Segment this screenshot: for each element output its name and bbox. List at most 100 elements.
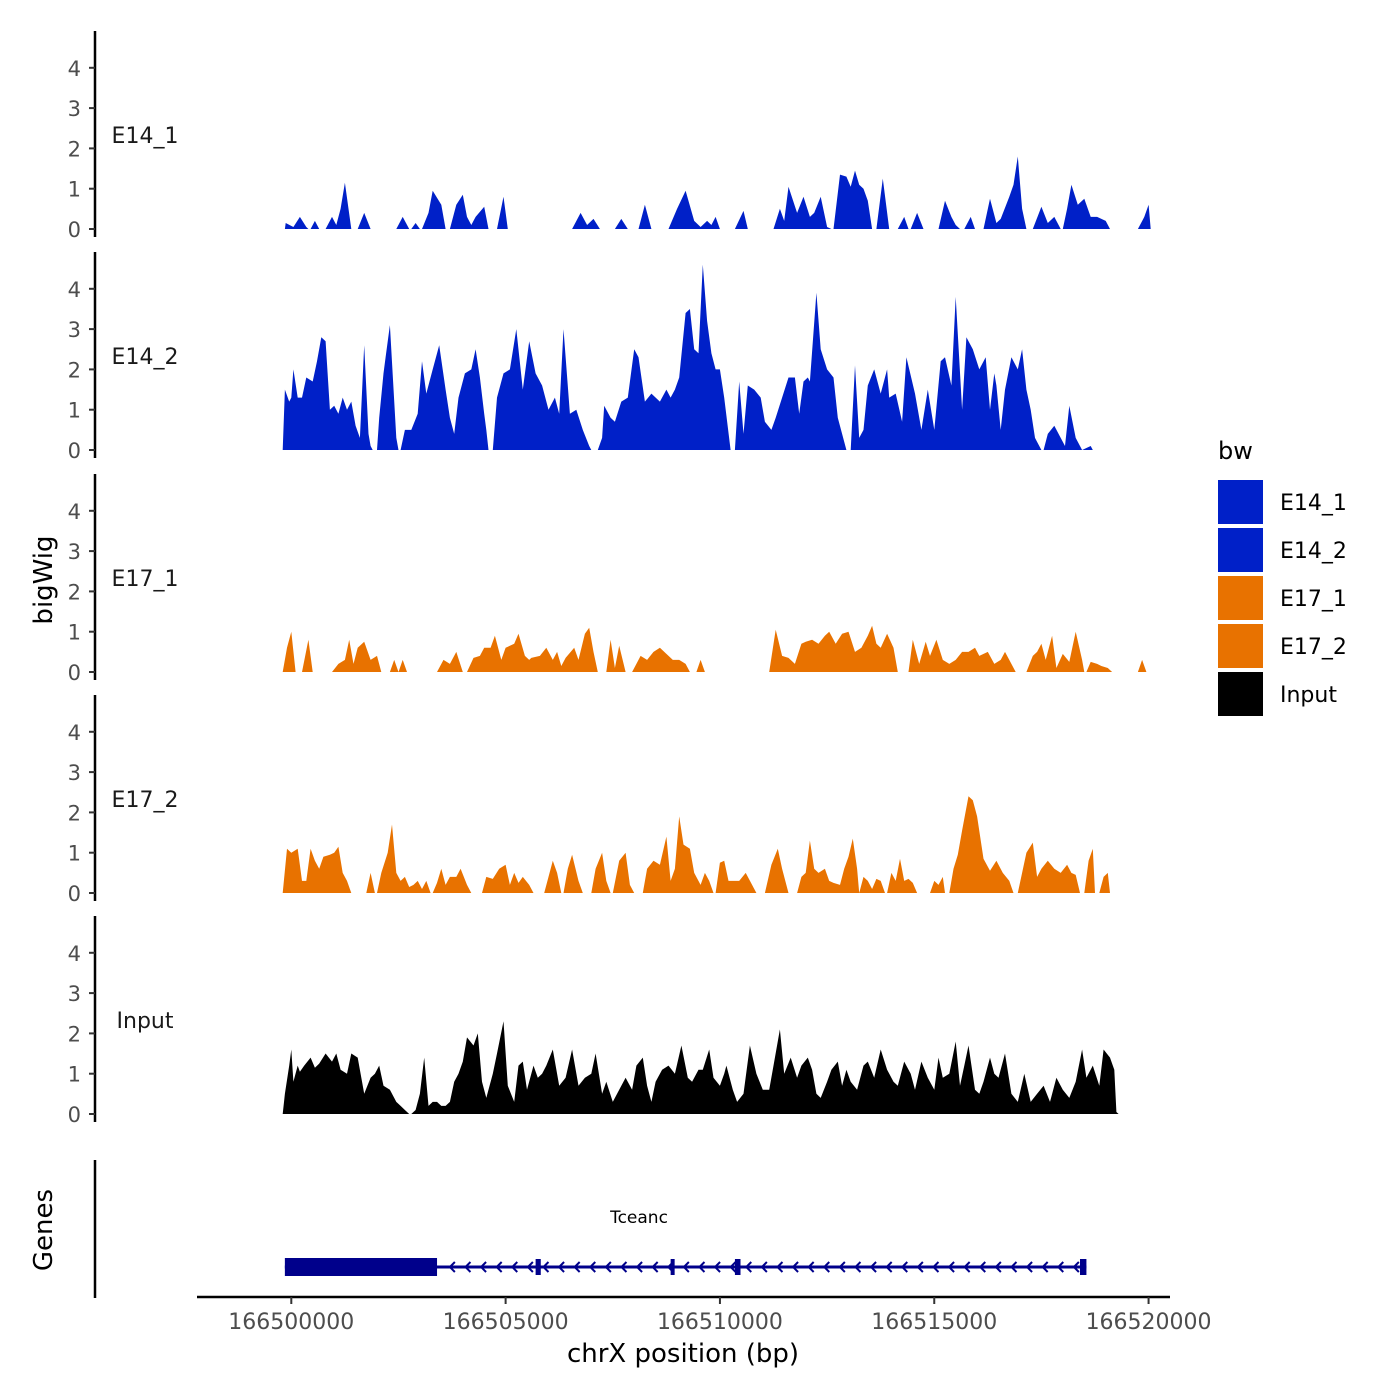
- gene-exon: [670, 1259, 675, 1275]
- strand-arrow: [542, 1261, 550, 1273]
- strand-arrow: [588, 1261, 596, 1273]
- y-tick-label: 3: [68, 318, 81, 342]
- strand-arrow: [854, 1261, 862, 1273]
- strand-arrow: [947, 1261, 955, 1273]
- y-tick-label: 0: [68, 218, 81, 242]
- x-tick-label: 166515000: [871, 1310, 997, 1335]
- strand-arrow: [479, 1261, 487, 1273]
- legend-swatch-E17_2: [1218, 624, 1263, 668]
- strand-arrow: [916, 1261, 924, 1273]
- x-axis-title: chrX position (bp): [567, 1339, 799, 1369]
- y-tick-label: 0: [68, 661, 81, 685]
- strand-arrow: [994, 1261, 1002, 1273]
- track-E17_1: 0 1 2 3 4 E17_1: [68, 474, 1147, 685]
- gene-exon: [284, 1258, 438, 1276]
- y-tick-label: 4: [68, 500, 81, 524]
- y-tick-label: 1: [68, 178, 81, 202]
- x-axis: 166500000 166505000 166510000 166515000 1665…: [197, 1295, 1212, 1335]
- legend-label-E17_2: E17_2: [1280, 635, 1347, 660]
- track-label-E17_1: E17_1: [112, 567, 179, 592]
- gene-exon: [734, 1259, 741, 1275]
- strand-arrow: [729, 1261, 737, 1273]
- track-Input: 0 1 2 3 4 Input: [68, 916, 1119, 1127]
- track-label-Input: Input: [117, 1009, 174, 1034]
- legend-swatch-Input: [1218, 672, 1263, 716]
- track-area-E17_2: [282, 796, 1110, 893]
- y-tick-label: 3: [68, 540, 81, 564]
- strand-arrow: [526, 1261, 534, 1273]
- y-tick-label: 4: [68, 278, 81, 302]
- gene-track-title: Genes: [29, 1189, 59, 1271]
- strand-arrow: [464, 1261, 472, 1273]
- track-E14_1: 0 1 2 3 4 E14_1: [68, 31, 1151, 242]
- strand-arrow: [760, 1261, 768, 1273]
- legend-swatch-E14_1: [1218, 480, 1263, 524]
- track-label-E17_2: E17_2: [112, 788, 179, 813]
- track-area-E17_1: [282, 625, 1147, 672]
- strand-arrow: [557, 1261, 565, 1273]
- strand-arrow: [1010, 1261, 1018, 1273]
- strand-arrow: [573, 1261, 581, 1273]
- track-E17_2: 0 1 2 3 4 E17_2: [68, 695, 1110, 906]
- strand-arrow: [807, 1261, 815, 1273]
- x-tick-label: 166505000: [443, 1310, 569, 1335]
- strand-arrow: [635, 1261, 643, 1273]
- y-tick-label: 2: [68, 580, 81, 604]
- strand-arrow: [791, 1261, 799, 1273]
- legend: bw E14_1 E14_2 E17_1 E17_2 Input: [1218, 437, 1347, 716]
- legend-title: bw: [1218, 437, 1253, 465]
- y-tick-label: 2: [68, 358, 81, 382]
- strand-arrow: [604, 1261, 612, 1273]
- strand-arrow: [963, 1261, 971, 1273]
- y-tick-label: 1: [68, 842, 81, 866]
- strand-arrow: [978, 1261, 986, 1273]
- y-tick-label: 1: [68, 399, 81, 423]
- y-tick-label: 4: [68, 721, 81, 745]
- gene-track: Tceanc: [93, 1160, 1087, 1298]
- strand-arrow: [885, 1261, 893, 1273]
- legend-swatch-E14_2: [1218, 528, 1263, 572]
- strand-arrow: [776, 1261, 784, 1273]
- x-tick-label: 166500000: [228, 1310, 354, 1335]
- strand-arrow: [682, 1261, 690, 1273]
- y-tick-label: 0: [68, 882, 81, 906]
- track-area-E14_2: [282, 264, 1093, 450]
- strand-arrow: [620, 1261, 628, 1273]
- y-tick-label: 1: [68, 621, 81, 645]
- gene-name-label: Tceanc: [609, 1208, 668, 1228]
- legend-label-E14_2: E14_2: [1280, 539, 1347, 564]
- legend-label-E14_1: E14_1: [1280, 491, 1347, 516]
- x-tick-label: 166520000: [1086, 1310, 1212, 1335]
- strand-arrow: [1041, 1261, 1049, 1273]
- gene-exon: [535, 1259, 541, 1275]
- y-tick-label: 3: [68, 982, 81, 1006]
- y-tick-label: 2: [68, 801, 81, 825]
- strand-arrow: [651, 1261, 659, 1273]
- track-label-E14_2: E14_2: [112, 345, 179, 370]
- strand-arrow: [900, 1261, 908, 1273]
- y-tick-label: 2: [68, 137, 81, 161]
- y-tick-label: 4: [68, 942, 81, 966]
- track-E14_2: 0 1 2 3 4 E14_2: [68, 252, 1093, 463]
- gene-exon: [1079, 1259, 1087, 1275]
- y-tick-label: 0: [68, 1103, 81, 1127]
- strand-arrow: [822, 1261, 830, 1273]
- x-tick-label: 166510000: [657, 1310, 783, 1335]
- y-tick-label: 1: [68, 1063, 81, 1087]
- strand-arrow: [495, 1261, 503, 1273]
- y-tick-label: 2: [68, 1022, 81, 1046]
- strand-arrow: [510, 1261, 518, 1273]
- legend-label-Input: Input: [1280, 683, 1337, 708]
- strand-arrow: [713, 1261, 721, 1273]
- y-tick-label: 3: [68, 761, 81, 785]
- y-tick-label: 0: [68, 439, 81, 463]
- legend-label-E17_1: E17_1: [1280, 587, 1347, 612]
- strand-arrow: [932, 1261, 940, 1273]
- track-area-E14_1: [284, 156, 1151, 229]
- y-tick-label: 4: [68, 57, 81, 81]
- strand-arrow: [448, 1261, 456, 1273]
- strand-arrow: [1056, 1261, 1064, 1273]
- strand-arrow: [744, 1261, 752, 1273]
- track-area-Input: [282, 1021, 1119, 1114]
